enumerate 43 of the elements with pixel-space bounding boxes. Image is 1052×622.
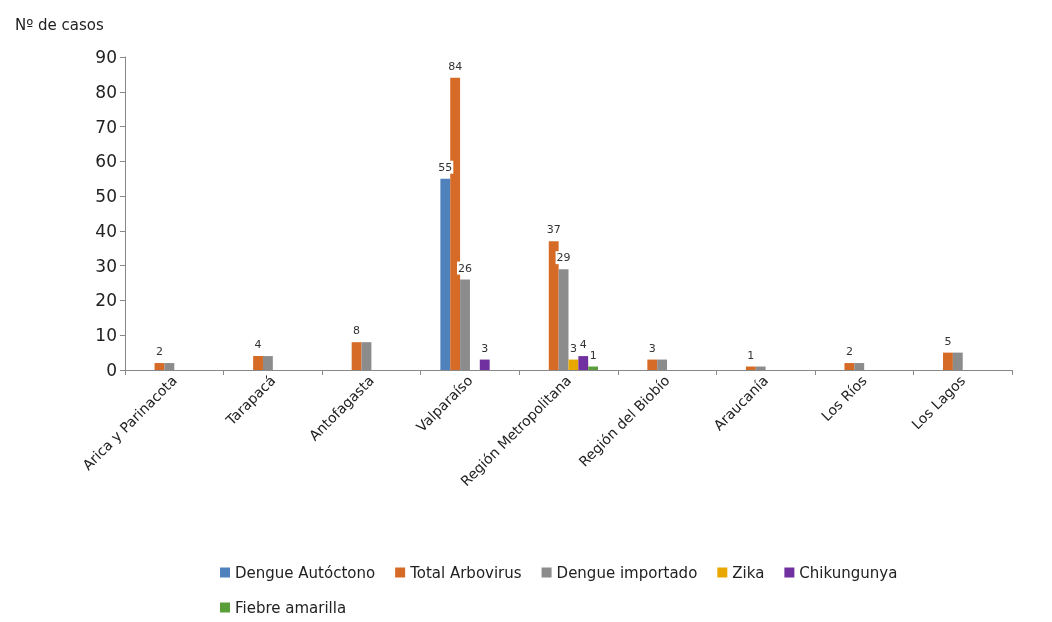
- data-label: 84: [448, 59, 463, 73]
- legend-label: Dengue importado: [556, 563, 698, 582]
- data-label: 37: [546, 223, 561, 237]
- y-tick-label: 40: [95, 220, 117, 241]
- data-label: 1: [747, 348, 755, 362]
- y-tick-label: 0: [106, 360, 117, 380]
- bar: [548, 241, 559, 370]
- y-tick-label: 50: [95, 186, 117, 207]
- bar: [479, 359, 490, 370]
- legend-label: Total Arbovirus: [409, 563, 522, 582]
- legend-label: Dengue Autóctono: [235, 563, 376, 582]
- data-label: 8: [353, 324, 361, 338]
- y-tick-label: 30: [95, 255, 117, 276]
- data-label: 4: [254, 338, 262, 352]
- data-label: 5: [944, 334, 952, 348]
- bar: [351, 342, 362, 370]
- legend-label: Zika: [732, 563, 765, 582]
- bar: [578, 356, 589, 370]
- y-tick-label: 10: [95, 325, 117, 346]
- data-label: 3: [569, 341, 577, 355]
- data-label: 3: [481, 341, 489, 355]
- y-tick-label: 70: [95, 116, 117, 137]
- data-label: 26: [458, 261, 473, 275]
- data-label: 55: [438, 160, 453, 174]
- bar: [844, 363, 855, 370]
- data-label: 2: [155, 345, 163, 359]
- y-tick-label: 60: [95, 151, 117, 172]
- y-tick-label: 80: [95, 81, 117, 102]
- bar: [253, 356, 263, 370]
- data-label: 2: [845, 345, 853, 359]
- data-label: 1: [589, 348, 597, 362]
- y-tick-label: 20: [95, 290, 117, 311]
- legend-label: Chikungunya: [799, 563, 898, 582]
- bar: [943, 352, 953, 370]
- bar: [154, 363, 165, 370]
- y-tick-label: 90: [95, 47, 117, 67]
- data-label: 29: [556, 251, 571, 265]
- y-axis-title: Nº de casos: [15, 15, 105, 34]
- legend-label: Fiebre amarilla: [235, 598, 347, 617]
- bar: [647, 359, 658, 370]
- data-label: 3: [648, 341, 656, 355]
- data-label: 4: [579, 338, 587, 352]
- bar: [440, 178, 451, 370]
